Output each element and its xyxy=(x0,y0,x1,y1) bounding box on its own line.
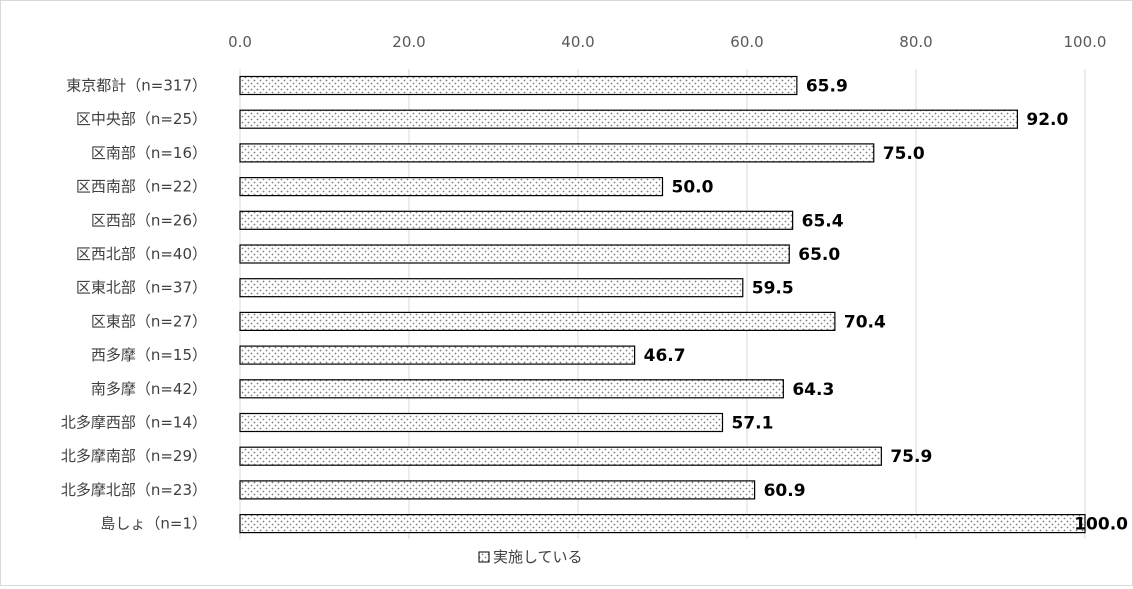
bar xyxy=(239,480,756,500)
data-label: 64.3 xyxy=(792,380,834,400)
category-label: 島しょ（n=1） xyxy=(100,515,207,533)
data-labels: 65.9 92.0 75.0 50.0 65.4 65.059.5 70.4 46.7 64.3… xyxy=(644,77,1129,535)
x-tick-label: 0.0 xyxy=(228,33,252,51)
bar xyxy=(239,379,784,399)
bar xyxy=(239,412,724,433)
x-tick-label: 60.0 xyxy=(730,33,763,51)
category-label: 北多摩南部（n=29） xyxy=(61,447,207,465)
category-label: 区西北部（n=40） xyxy=(76,245,207,263)
x-tick-label: 20.0 xyxy=(392,33,425,51)
category-label: 西多摩（n=15） xyxy=(91,346,207,364)
data-label: 70.4 xyxy=(844,312,886,332)
category-axis: 東京都計（n=317） 区中央部（n=25） 区南部（n=16） 区西南部（n=22）… xyxy=(61,69,241,539)
bar xyxy=(239,143,875,163)
data-label: 65.0 xyxy=(798,245,840,265)
category-label: 東京都計（n=317） xyxy=(66,77,207,95)
data-label: 75.0 xyxy=(883,144,925,164)
x-tick-label: 40.0 xyxy=(561,33,594,51)
data-label: 75.9 xyxy=(890,447,932,467)
bar xyxy=(239,177,664,197)
data-label: 50.0 xyxy=(672,178,714,198)
bar xyxy=(239,446,882,466)
bar xyxy=(239,345,636,365)
data-label: 65.9 xyxy=(806,77,848,97)
bar xyxy=(239,513,1086,534)
gridlines xyxy=(239,69,1086,539)
category-label: 区東北部（n=37） xyxy=(76,279,207,297)
bar xyxy=(239,210,794,230)
category-label: 区東部（n=27） xyxy=(91,312,207,330)
category-label: 区西部（n=26） xyxy=(91,211,207,229)
data-label: 65.4 xyxy=(802,211,844,231)
data-label: 59.5 xyxy=(752,279,794,299)
data-label: 92.0 xyxy=(1026,110,1068,130)
data-label: 46.7 xyxy=(644,346,686,366)
bar xyxy=(239,244,790,264)
category-label: 区西南部（n=22） xyxy=(76,178,207,196)
legend-swatch xyxy=(478,551,490,563)
category-label: 区南部（n=16） xyxy=(91,144,207,162)
bar xyxy=(239,109,1019,129)
legend: 実施している xyxy=(478,548,583,566)
category-label: 北多摩西部（n=14） xyxy=(61,414,207,432)
bar xyxy=(239,311,836,331)
category-label: 区中央部（n=25） xyxy=(76,110,207,128)
bar xyxy=(239,278,744,298)
bar xyxy=(239,75,798,96)
bars xyxy=(239,75,1086,534)
legend-label: 実施している xyxy=(493,548,583,566)
data-label: 60.9 xyxy=(764,481,806,501)
x-axis-ticks: 0.0 20.0 40.0 60.0 80.0 100.0 xyxy=(228,33,1106,51)
x-tick-label: 80.0 xyxy=(899,33,932,51)
x-tick-label: 100.0 xyxy=(1064,33,1107,51)
category-label: 北多摩北部（n=23） xyxy=(61,481,207,499)
data-label: 57.1 xyxy=(731,414,773,434)
data-label: 100.0 xyxy=(1074,515,1128,535)
category-label: 南多摩（n=42） xyxy=(91,380,207,398)
